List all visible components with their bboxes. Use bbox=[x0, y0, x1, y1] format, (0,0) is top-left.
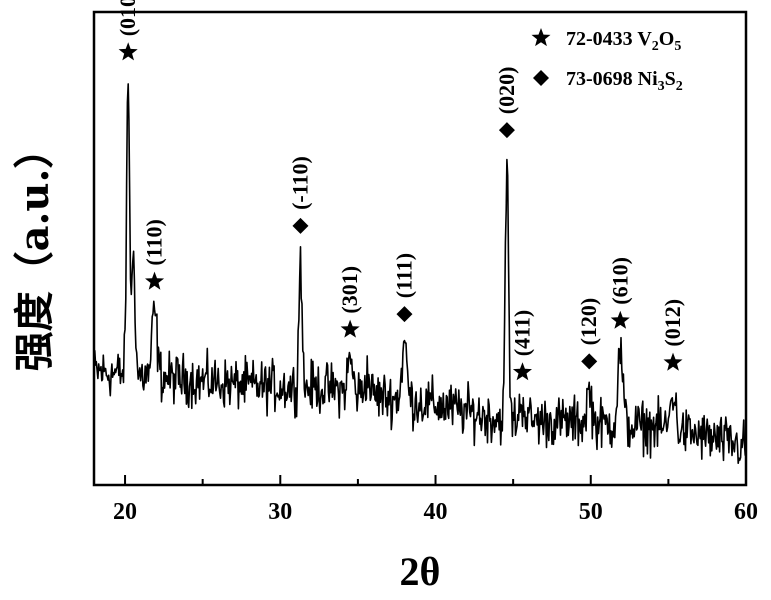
star-marker bbox=[119, 42, 138, 60]
peak-label: (301) bbox=[337, 266, 362, 314]
tick-marks bbox=[125, 475, 746, 485]
legend: 72-0433 V2O5 73-0698 Ni3S2 bbox=[532, 28, 683, 94]
xrd-pattern-line bbox=[94, 84, 746, 463]
peak-label: (010) bbox=[115, 0, 140, 36]
peak-label: (012) bbox=[660, 299, 685, 347]
peak-label: (411) bbox=[510, 310, 535, 356]
y-axis-title: 强度（a.u.） bbox=[11, 129, 58, 372]
star-marker bbox=[513, 362, 532, 380]
x-tick-labels: 20 30 40 50 60 bbox=[113, 499, 758, 525]
peak-label: (110) bbox=[142, 219, 167, 265]
diamond-marker bbox=[396, 306, 412, 322]
peak-labels: (010) (110) (-110) (301) (111) (020) (411) (120… bbox=[115, 0, 685, 356]
legend-label: 73-0698 Ni3S2 bbox=[566, 68, 683, 94]
star-marker bbox=[664, 353, 683, 371]
x-tick-label: 30 bbox=[268, 499, 292, 525]
x-tick-label: 60 bbox=[734, 499, 758, 525]
x-tick-label: 50 bbox=[579, 499, 603, 525]
legend-label: 72-0433 V2O5 bbox=[566, 28, 681, 54]
peak-label: (111) bbox=[392, 253, 417, 298]
x-tick-label: 40 bbox=[424, 499, 448, 525]
star-marker bbox=[145, 272, 164, 290]
star-marker bbox=[341, 320, 360, 338]
diamond-marker bbox=[581, 353, 597, 369]
peak-label: (020) bbox=[494, 67, 519, 115]
peak-label: (610) bbox=[607, 257, 632, 305]
legend-diamond-icon bbox=[533, 70, 549, 86]
diamond-marker bbox=[499, 122, 515, 138]
x-axis-title: 2θ bbox=[400, 549, 441, 594]
x-tick-label: 20 bbox=[113, 499, 137, 525]
peak-label: (-110) bbox=[288, 156, 313, 210]
diamond-marker bbox=[292, 218, 308, 234]
star-marker bbox=[611, 311, 630, 329]
peak-label: (120) bbox=[576, 298, 601, 346]
legend-star-icon bbox=[532, 28, 551, 46]
